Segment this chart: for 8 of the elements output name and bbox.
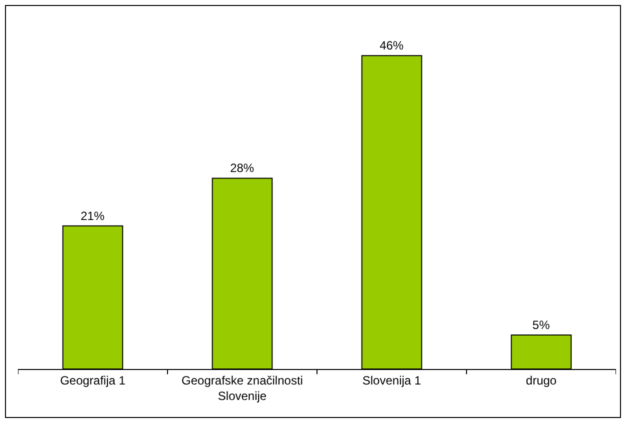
x-tick-label: Geografske značilnosti Slovenije (182, 373, 303, 403)
data-label: 28% (230, 161, 254, 176)
x-tick-label: drugo (526, 373, 557, 388)
data-label: 46% (380, 38, 404, 53)
x-tick-label: Slovenija 1 (362, 373, 422, 388)
data-label: 5% (532, 318, 550, 332)
data-label: 21% (80, 208, 105, 223)
x-tick-label: Geografija 1 (60, 373, 126, 388)
